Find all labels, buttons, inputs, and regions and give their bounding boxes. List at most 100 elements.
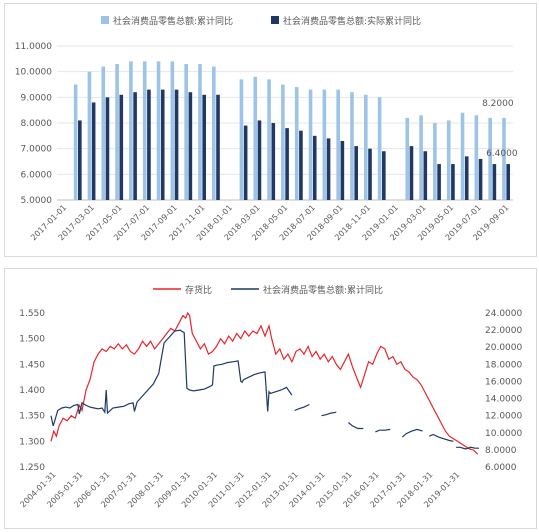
bar-real bbox=[437, 164, 441, 200]
legend-label-cumulative: 社会消费品零售总额:累计同比 bbox=[113, 15, 233, 27]
bar-cumulative bbox=[460, 112, 465, 200]
legend-label-real: 社会消费品零售总额:实际累计同比 bbox=[283, 15, 421, 27]
bar-real bbox=[160, 89, 165, 200]
bar-cumulative bbox=[350, 92, 354, 200]
bar-cumulative bbox=[73, 84, 78, 200]
bar-real bbox=[133, 92, 137, 200]
bar-cumulative bbox=[502, 117, 506, 200]
y-tick-label: 9.0000 bbox=[21, 93, 53, 103]
bar-real bbox=[464, 156, 469, 200]
right-y-tick-label: 16.0000 bbox=[485, 377, 522, 387]
bar-chart-legend: 社会消费品零售总额:累计同比 社会消费品零售总额:实际累计同比 bbox=[101, 15, 421, 27]
line-chart-right-axis: 24.0000 22.0000 20.0000 18.0000 16.0000 14.00… bbox=[485, 309, 522, 473]
left-y-tick-label: 1.550 bbox=[19, 309, 45, 319]
bar-real bbox=[478, 158, 483, 200]
bar-cumulative bbox=[212, 66, 216, 201]
bar-cumulative bbox=[101, 66, 106, 201]
bar-cumulative bbox=[446, 120, 451, 200]
bar-chart-x-axis: 2017-01-012017-03-012017-05-012017-07-01… bbox=[29, 203, 510, 242]
legend-swatch-real bbox=[271, 16, 279, 24]
bar-cumulative bbox=[184, 63, 188, 200]
bar-chart-annotations: 8.2000 6.4000 bbox=[482, 99, 518, 159]
bar-real bbox=[312, 135, 317, 200]
bar-cumulative bbox=[405, 117, 410, 200]
bar-real bbox=[451, 164, 455, 200]
legend-label-retail: 社会消费品零售总额:累计同比 bbox=[263, 284, 383, 296]
left-y-tick-label: 1.400 bbox=[19, 386, 45, 396]
bar-real bbox=[188, 92, 193, 200]
y-tick-label: 8.0000 bbox=[21, 119, 53, 129]
bar-cumulative bbox=[474, 115, 479, 200]
right-y-tick-label: 20.0000 bbox=[485, 343, 522, 353]
right-y-tick-label: 10.0000 bbox=[485, 429, 522, 439]
annotation-cumulative-latest: 8.2000 bbox=[482, 99, 514, 109]
bar-cumulative bbox=[129, 61, 133, 201]
series-line-retail bbox=[50, 329, 293, 427]
bar-real bbox=[492, 164, 497, 200]
bar-cumulative bbox=[294, 87, 299, 200]
y-tick-label: 5.0000 bbox=[21, 196, 53, 206]
left-y-tick-label: 1.450 bbox=[19, 360, 45, 370]
line-chart-series bbox=[50, 311, 479, 455]
annotation-real-latest: 6.4000 bbox=[486, 149, 518, 159]
line-chart-canvas: 存货比 社会消费品零售总额:累计同比 1.5501.5001.4501.4001… bbox=[18, 284, 522, 509]
bar-real bbox=[326, 138, 331, 200]
bar-real bbox=[243, 125, 248, 200]
right-y-tick-label: 8.0000 bbox=[485, 446, 517, 456]
bar-real bbox=[299, 130, 303, 200]
bar-real bbox=[340, 140, 345, 200]
bar-chart-canvas: 社会消费品零售总额:累计同比 社会消费品零售总额:实际累计同比 11.00001… bbox=[15, 15, 518, 242]
bar-real bbox=[174, 89, 179, 200]
bar-cumulative bbox=[377, 97, 382, 200]
bar-cumulative bbox=[253, 76, 258, 200]
y-tick-label: 10.0000 bbox=[15, 68, 52, 78]
line-chart-legend: 存货比 社会消费品零售总额:累计同比 bbox=[153, 284, 383, 296]
bar-chart-gridlines bbox=[57, 45, 513, 201]
series-line-retail bbox=[401, 428, 423, 438]
right-y-tick-label: 18.0000 bbox=[485, 360, 522, 370]
bar-real bbox=[506, 164, 510, 200]
right-y-tick-label: 22.0000 bbox=[485, 326, 522, 336]
series-line-retail bbox=[428, 433, 454, 442]
bar-real bbox=[147, 89, 151, 200]
bar-cumulative bbox=[115, 63, 119, 200]
right-y-tick-label: 12.0000 bbox=[485, 412, 522, 422]
bar-real bbox=[423, 151, 428, 200]
bar-real bbox=[285, 128, 289, 200]
series-line-retail bbox=[375, 428, 391, 433]
bar-real bbox=[368, 148, 372, 200]
bar-real bbox=[119, 94, 124, 200]
right-y-tick-label: 6.0000 bbox=[485, 463, 517, 473]
bar-chart-bars bbox=[73, 61, 510, 201]
legend-swatch-cumulative bbox=[101, 16, 109, 24]
right-y-tick-label: 24.0000 bbox=[485, 309, 522, 319]
bar-cumulative bbox=[433, 123, 437, 200]
bar-real bbox=[91, 102, 96, 200]
bar-real bbox=[105, 97, 110, 200]
bar-real bbox=[216, 94, 220, 200]
bar-cumulative bbox=[267, 79, 271, 200]
left-y-tick-label: 1.250 bbox=[19, 463, 45, 473]
bar-cumulative bbox=[364, 94, 368, 200]
bar-cumulative bbox=[170, 61, 175, 201]
bar-real bbox=[271, 123, 276, 200]
bar-cumulative bbox=[322, 89, 327, 200]
inventory-ratio-line-chart: 存货比 社会消费品零售总额:累计同比 1.550 1.500 1.450 1.400 1… bbox=[4, 268, 537, 529]
bar-cumulative bbox=[281, 84, 285, 200]
series-line-retail bbox=[456, 446, 479, 450]
left-y-tick-label: 1.300 bbox=[19, 437, 45, 447]
bar-chart-y-axis: 11.0000 10.0000 9.0000 8.0000 7.0000 6.0000 5.… bbox=[15, 42, 52, 206]
series-line-inventory bbox=[50, 311, 479, 455]
y-tick-label: 6.0000 bbox=[21, 170, 53, 180]
line-chart-left-axis: 1.550 1.500 1.450 1.400 1.350 1.300 1.250 bbox=[19, 309, 45, 473]
line-chart-x-axis: 2004-01-312005-01-312006-01-312007-01-31… bbox=[18, 470, 461, 509]
bar-cumulative bbox=[156, 61, 161, 201]
bar-real bbox=[202, 94, 206, 200]
bar-real bbox=[78, 120, 82, 200]
retail-sales-bar-chart: 社会消费品零售总额:累计同比 社会消费品零售总额:实际累计同比 11.0000 1… bbox=[4, 3, 537, 257]
series-line-retail bbox=[321, 411, 337, 417]
y-tick-label: 7.0000 bbox=[21, 145, 53, 155]
bar-cumulative bbox=[239, 79, 244, 200]
bar-cumulative bbox=[488, 117, 492, 200]
right-y-tick-label: 14.0000 bbox=[485, 395, 522, 405]
